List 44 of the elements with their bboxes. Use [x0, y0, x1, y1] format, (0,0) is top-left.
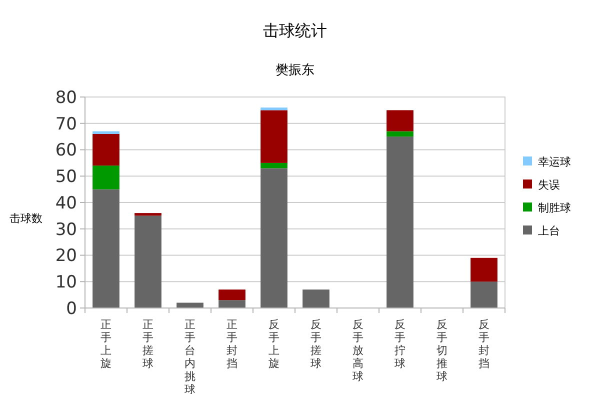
legend-label: 制胜球: [538, 201, 571, 214]
bar: [302, 290, 330, 308]
x-tick-label: 反手封挡: [478, 318, 490, 370]
y-axis-title: 击球数: [10, 212, 42, 225]
y-tick-label: 50: [55, 167, 77, 188]
bar: [386, 110, 414, 132]
bar: [218, 290, 246, 300]
bar: [260, 108, 288, 110]
x-tick-label: 反手放高球: [352, 318, 364, 383]
x-tick-label: 正手封挡: [226, 318, 238, 370]
x-tick-label: 正手搓球: [142, 318, 154, 370]
y-tick-label: 10: [55, 272, 77, 293]
y-tick-label: 40: [55, 193, 77, 214]
chart-title: 击球统计: [263, 21, 327, 40]
bar: [386, 131, 414, 137]
legend-label: 失误: [538, 178, 560, 192]
bar: [260, 168, 288, 308]
y-tick-label: 0: [66, 298, 77, 319]
y-tick-label: 20: [55, 246, 77, 266]
bar: [176, 302, 204, 308]
bar: [260, 110, 288, 163]
bar: [134, 213, 162, 216]
legend-label: 上台: [538, 224, 560, 238]
bar: [260, 162, 288, 168]
bar: [92, 189, 120, 308]
x-tick-label: 反手上旋: [268, 318, 280, 370]
x-tick-label: 反手拧球: [394, 318, 406, 370]
x-tick-label: 正手上旋: [100, 318, 112, 370]
bar: [92, 131, 120, 134]
bar: [470, 258, 498, 282]
y-tick-label: 80: [55, 88, 77, 108]
y-tick-label: 70: [55, 114, 77, 134]
bar: [218, 300, 246, 308]
x-tick-label: 反手搓球: [310, 318, 322, 370]
x-tick-label: 反手切推球: [436, 318, 448, 383]
bar: [470, 282, 498, 308]
chart-subtitle: 樊振东: [276, 63, 314, 78]
y-tick-label: 60: [55, 140, 77, 161]
y-tick-label: 30: [55, 220, 77, 240]
bar: [134, 216, 162, 308]
bar: [92, 134, 120, 166]
bar: [92, 166, 120, 190]
bar: [386, 136, 414, 308]
legend-label: 幸运球: [538, 155, 571, 168]
